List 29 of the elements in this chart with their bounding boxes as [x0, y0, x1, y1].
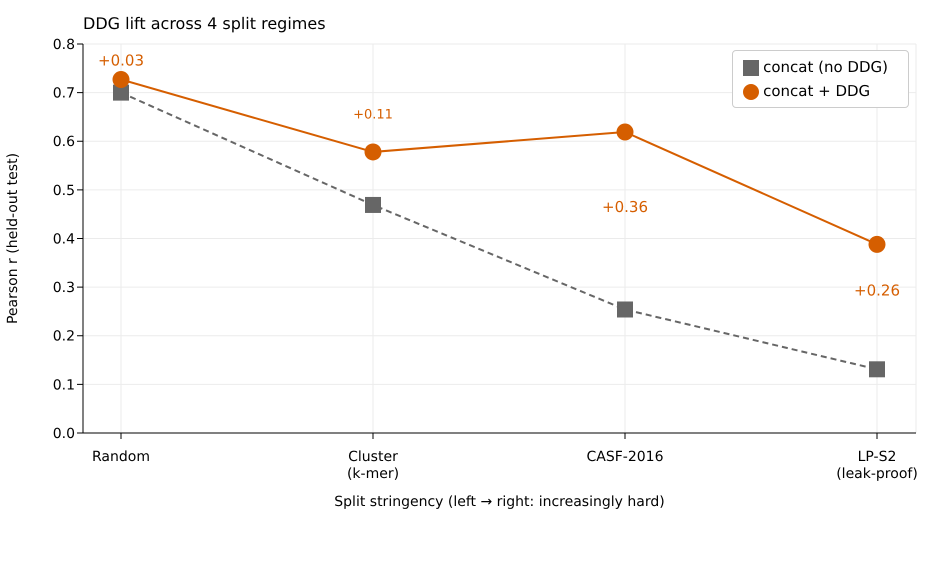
y-tick-label: 0.3 [52, 280, 75, 296]
x-tick-label: Random [92, 449, 150, 465]
y-axis-title: Pearson r (held-out test) [4, 152, 21, 324]
y-tick-label: 0.2 [52, 328, 75, 345]
annotation: +0.36 [602, 198, 648, 216]
point [869, 361, 885, 378]
y-tick-label: 0.5 [52, 182, 75, 199]
y-tick-label: 0.6 [52, 134, 76, 150]
point [365, 196, 381, 213]
y-tick-label: 0.4 [52, 231, 76, 248]
x-axis-title: Split stringency (left → right: increasingly hard) [334, 494, 665, 510]
y-tick-label: 0.7 [52, 86, 75, 102]
y-tick-label: 0.1 [52, 377, 75, 394]
annotation: +0.03 [98, 52, 144, 70]
point [616, 124, 634, 141]
x-tick-label: Cluster (k-mer) [346, 449, 400, 482]
chart-title: DDG lift across 4 split regimes [83, 14, 326, 33]
legend-label: concat + DDG [763, 82, 870, 100]
point [868, 236, 886, 253]
y-tick-label: 0.0 [52, 426, 75, 442]
x-tick-label: CASF-2016 [586, 449, 664, 465]
x-tick-label: LP-S2 (leak-proof) [836, 449, 918, 482]
point [617, 301, 633, 318]
legend-label: concat (no DDG) [763, 58, 888, 76]
y-tick-label: 0.8 [52, 36, 75, 53]
annotation: +0.26 [854, 281, 900, 300]
point [112, 70, 130, 88]
point [364, 143, 382, 160]
annotation: +0.11 [353, 107, 393, 123]
